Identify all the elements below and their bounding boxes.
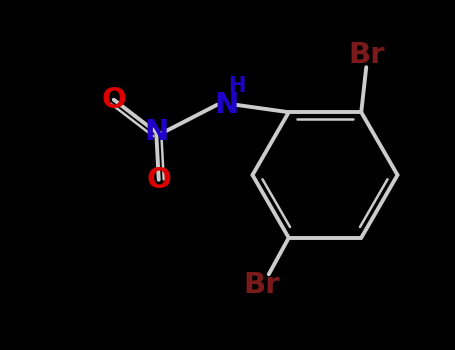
Text: N: N [214,91,238,119]
Text: O: O [147,166,171,194]
Text: Br: Br [348,41,384,69]
Text: H: H [228,76,246,96]
Text: N: N [144,118,168,146]
Text: Br: Br [243,271,279,299]
Text: O: O [101,86,126,114]
